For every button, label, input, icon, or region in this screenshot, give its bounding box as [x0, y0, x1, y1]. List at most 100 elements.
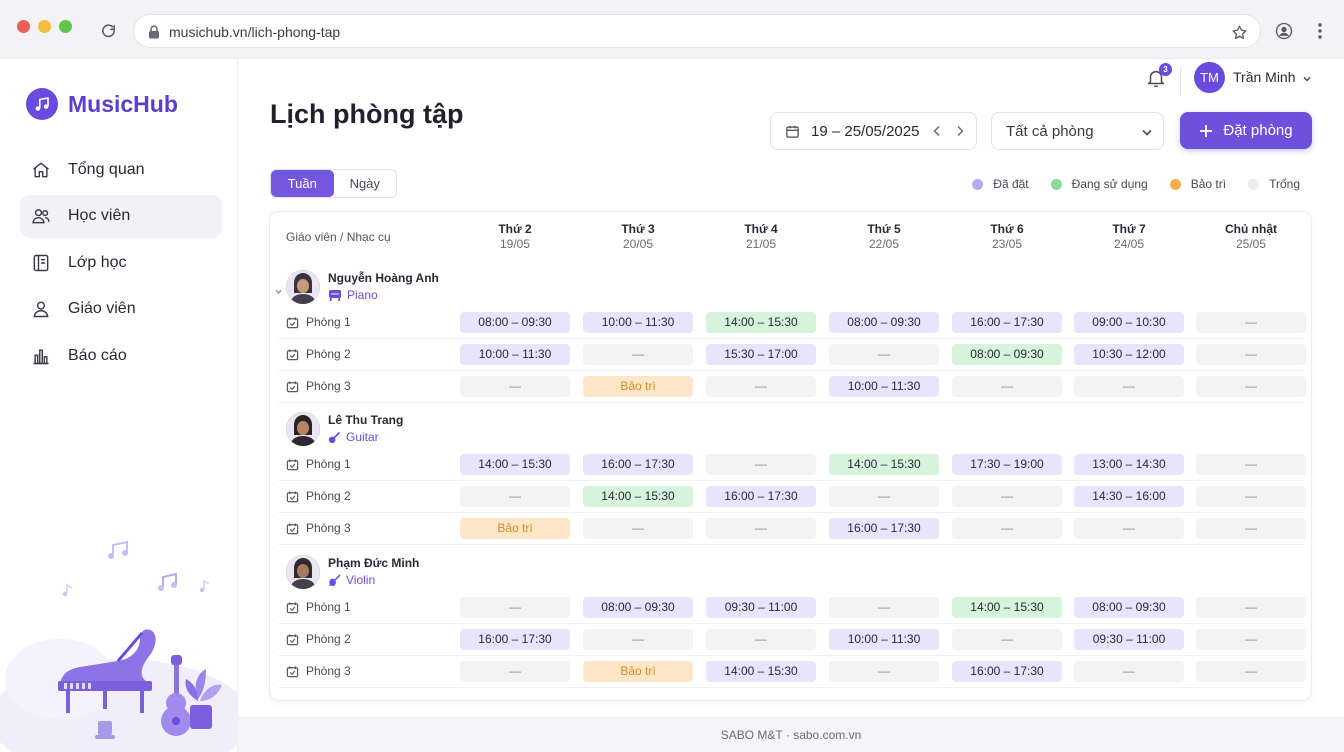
- schedule-slot[interactable]: —: [1074, 376, 1184, 397]
- room-row: Phòng 3 — Bảo trì 14:00 – 15:30 — 16:00 – 17:…: [278, 656, 1306, 688]
- sidebar-item-classes[interactable]: Lớp học: [20, 241, 222, 284]
- book-room-button[interactable]: Đặt phòng: [1180, 112, 1312, 149]
- schedule-slot[interactable]: —: [1196, 454, 1306, 475]
- schedule-slot[interactable]: 08:00 – 09:30: [1074, 597, 1184, 618]
- address-bar[interactable]: musichub.vn/lich-phong-tap: [133, 14, 1261, 48]
- room-filter-select[interactable]: Tất cả phòng: [991, 112, 1164, 150]
- brand[interactable]: MusicHub: [26, 88, 178, 120]
- schedule-slot[interactable]: 10:30 – 12:00: [1074, 344, 1184, 365]
- schedule-slot[interactable]: 08:00 – 09:30: [460, 312, 570, 333]
- schedule-slot[interactable]: —: [1196, 376, 1306, 397]
- schedule-slot[interactable]: 14:00 – 15:30: [706, 312, 816, 333]
- schedule-slot[interactable]: 15:30 – 17:00: [706, 344, 816, 365]
- chevron-right-icon[interactable]: [952, 123, 968, 139]
- user-icon: [30, 298, 52, 320]
- sidebar-item-students[interactable]: Học viên: [20, 194, 222, 238]
- schedule-slot[interactable]: 10:00 – 11:30: [583, 312, 693, 333]
- schedule-slot[interactable]: —: [952, 518, 1062, 539]
- schedule-slot[interactable]: —: [583, 629, 693, 650]
- schedule-slot[interactable]: 09:00 – 10:30: [1074, 312, 1184, 333]
- schedule-slot[interactable]: —: [952, 486, 1062, 507]
- schedule-slot[interactable]: Bảo trì: [583, 661, 693, 682]
- user-avatar[interactable]: TM: [1194, 62, 1225, 93]
- schedule-slot[interactable]: —: [1196, 597, 1306, 618]
- schedule-slot[interactable]: 10:00 – 11:30: [829, 376, 939, 397]
- schedule-slot[interactable]: —: [706, 518, 816, 539]
- room-calendar-icon: [286, 348, 299, 360]
- room-row: Phòng 2 16:00 – 17:30 — — 10:00 – 11:30 — 09:3…: [278, 624, 1306, 656]
- chevron-down-icon[interactable]: [1302, 71, 1312, 89]
- schedule-slot[interactable]: —: [829, 597, 939, 618]
- minimize-window-button[interactable]: [38, 20, 51, 33]
- schedule-slot[interactable]: 10:00 – 11:30: [829, 629, 939, 650]
- schedule-slot[interactable]: —: [460, 661, 570, 682]
- star-icon[interactable]: [1230, 23, 1248, 41]
- collapse-chevron-icon[interactable]: [274, 283, 283, 301]
- tab-week[interactable]: Tuần: [271, 170, 334, 197]
- schedule-slot[interactable]: 08:00 – 09:30: [583, 597, 693, 618]
- schedule-slot[interactable]: —: [460, 486, 570, 507]
- close-window-button[interactable]: [17, 20, 30, 33]
- schedule-slot[interactable]: 16:00 – 17:30: [829, 518, 939, 539]
- schedule-slot[interactable]: —: [1196, 661, 1306, 682]
- schedule-slot[interactable]: 16:00 – 17:30: [583, 454, 693, 475]
- schedule-slot[interactable]: 16:00 – 17:30: [952, 312, 1062, 333]
- schedule-slot[interactable]: 08:00 – 09:30: [829, 312, 939, 333]
- reload-icon[interactable]: [98, 21, 118, 41]
- profile-icon[interactable]: [1274, 21, 1294, 41]
- sidebar-item-teachers[interactable]: Giáo viên: [20, 288, 222, 331]
- url-text: musichub.vn/lich-phong-tap: [169, 24, 341, 40]
- schedule-slot[interactable]: —: [1196, 486, 1306, 507]
- schedule-slot[interactable]: —: [1196, 518, 1306, 539]
- schedule-slot[interactable]: 16:00 – 17:30: [952, 661, 1062, 682]
- schedule-slot[interactable]: —: [583, 518, 693, 539]
- schedule-slot[interactable]: 16:00 – 17:30: [706, 486, 816, 507]
- schedule-slot[interactable]: 17:30 – 19:00: [952, 454, 1062, 475]
- schedule-slot[interactable]: —: [1196, 629, 1306, 650]
- room-row: Phòng 2 10:00 – 11:30 — 15:30 – 17:00 — 08:00…: [278, 339, 1306, 371]
- schedule-slot[interactable]: Bảo trì: [460, 518, 570, 539]
- room-label: Phòng 2: [286, 347, 351, 361]
- schedule-slot[interactable]: —: [829, 486, 939, 507]
- schedule-slot[interactable]: —: [829, 344, 939, 365]
- room-calendar-icon: [286, 601, 299, 613]
- schedule-slot[interactable]: —: [583, 344, 693, 365]
- schedule-slot[interactable]: —: [460, 597, 570, 618]
- notification-bell-icon[interactable]: 3: [1145, 63, 1172, 90]
- schedule-slot[interactable]: 14:30 – 16:00: [1074, 486, 1184, 507]
- schedule-slot[interactable]: —: [1074, 661, 1184, 682]
- schedule-slot[interactable]: Bảo trì: [583, 376, 693, 397]
- schedule-slot[interactable]: —: [829, 661, 939, 682]
- schedule-slot[interactable]: 16:00 – 17:30: [460, 629, 570, 650]
- schedule-slot[interactable]: —: [1074, 518, 1184, 539]
- tab-day[interactable]: Ngày: [349, 176, 380, 191]
- user-name[interactable]: Trần Minh: [1233, 69, 1296, 85]
- date-range-picker[interactable]: 19 – 25/05/2025: [770, 112, 977, 150]
- teacher-avatar: [286, 555, 320, 589]
- schedule-slot[interactable]: 14:00 – 15:30: [583, 486, 693, 507]
- schedule-slot[interactable]: 10:00 – 11:30: [460, 344, 570, 365]
- schedule-slot[interactable]: 08:00 – 09:30: [952, 344, 1062, 365]
- schedule-slot[interactable]: 09:30 – 11:00: [1074, 629, 1184, 650]
- day-date: 20/05: [622, 237, 654, 251]
- maximize-window-button[interactable]: [59, 20, 72, 33]
- legend-dot: [972, 178, 984, 190]
- schedule-slot[interactable]: 14:00 – 15:30: [706, 661, 816, 682]
- schedule-slot[interactable]: —: [706, 376, 816, 397]
- schedule-slot[interactable]: —: [952, 376, 1062, 397]
- schedule-slot[interactable]: —: [460, 376, 570, 397]
- schedule-slot[interactable]: 13:00 – 14:30: [1074, 454, 1184, 475]
- schedule-slot[interactable]: 14:00 – 15:30: [952, 597, 1062, 618]
- schedule-slot[interactable]: —: [706, 629, 816, 650]
- more-options-icon[interactable]: [1310, 21, 1330, 41]
- schedule-slot[interactable]: —: [706, 454, 816, 475]
- schedule-slot[interactable]: 14:00 – 15:30: [460, 454, 570, 475]
- schedule-slot[interactable]: 14:00 – 15:30: [829, 454, 939, 475]
- schedule-slot[interactable]: —: [1196, 344, 1306, 365]
- schedule-slot[interactable]: 09:30 – 11:00: [706, 597, 816, 618]
- sidebar-item-overview[interactable]: Tổng quan: [20, 148, 222, 191]
- schedule-slot[interactable]: —: [952, 629, 1062, 650]
- schedule-slot[interactable]: —: [1196, 312, 1306, 333]
- sidebar-item-reports[interactable]: Báo cáo: [20, 334, 222, 377]
- chevron-left-icon[interactable]: [929, 123, 945, 139]
